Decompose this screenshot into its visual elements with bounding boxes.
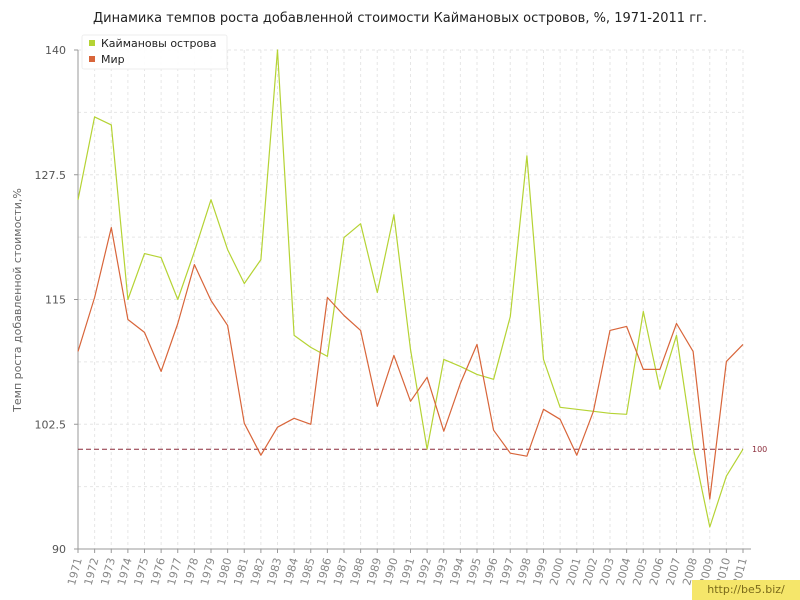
y-tick-label: 90 <box>52 543 66 556</box>
y-tick-label: 140 <box>45 44 66 57</box>
watermark[interactable]: http://be5.biz/ <box>692 580 800 600</box>
legend-swatch <box>89 40 95 46</box>
y-axis-label: Темп роста добавленной стоимости,% <box>11 188 24 413</box>
legend[interactable]: Каймановы острова Мир <box>81 34 228 70</box>
y-tick-label: 115 <box>45 294 66 307</box>
legend-swatch <box>89 56 95 62</box>
legend-box <box>81 34 228 70</box>
series-line-world <box>77 227 744 500</box>
series-lines <box>77 49 744 528</box>
legend-entry: Мир <box>101 53 125 66</box>
reference-line-label: 100 <box>752 445 767 454</box>
series-line-cayman-islands <box>77 49 744 528</box>
legend-entry: Каймановы острова <box>101 37 216 50</box>
chart-title: Динамика темпов роста добавленной стоимо… <box>93 11 707 26</box>
y-tick-label: 127.5 <box>35 169 67 182</box>
y-tick-label: 102.5 <box>35 418 67 431</box>
